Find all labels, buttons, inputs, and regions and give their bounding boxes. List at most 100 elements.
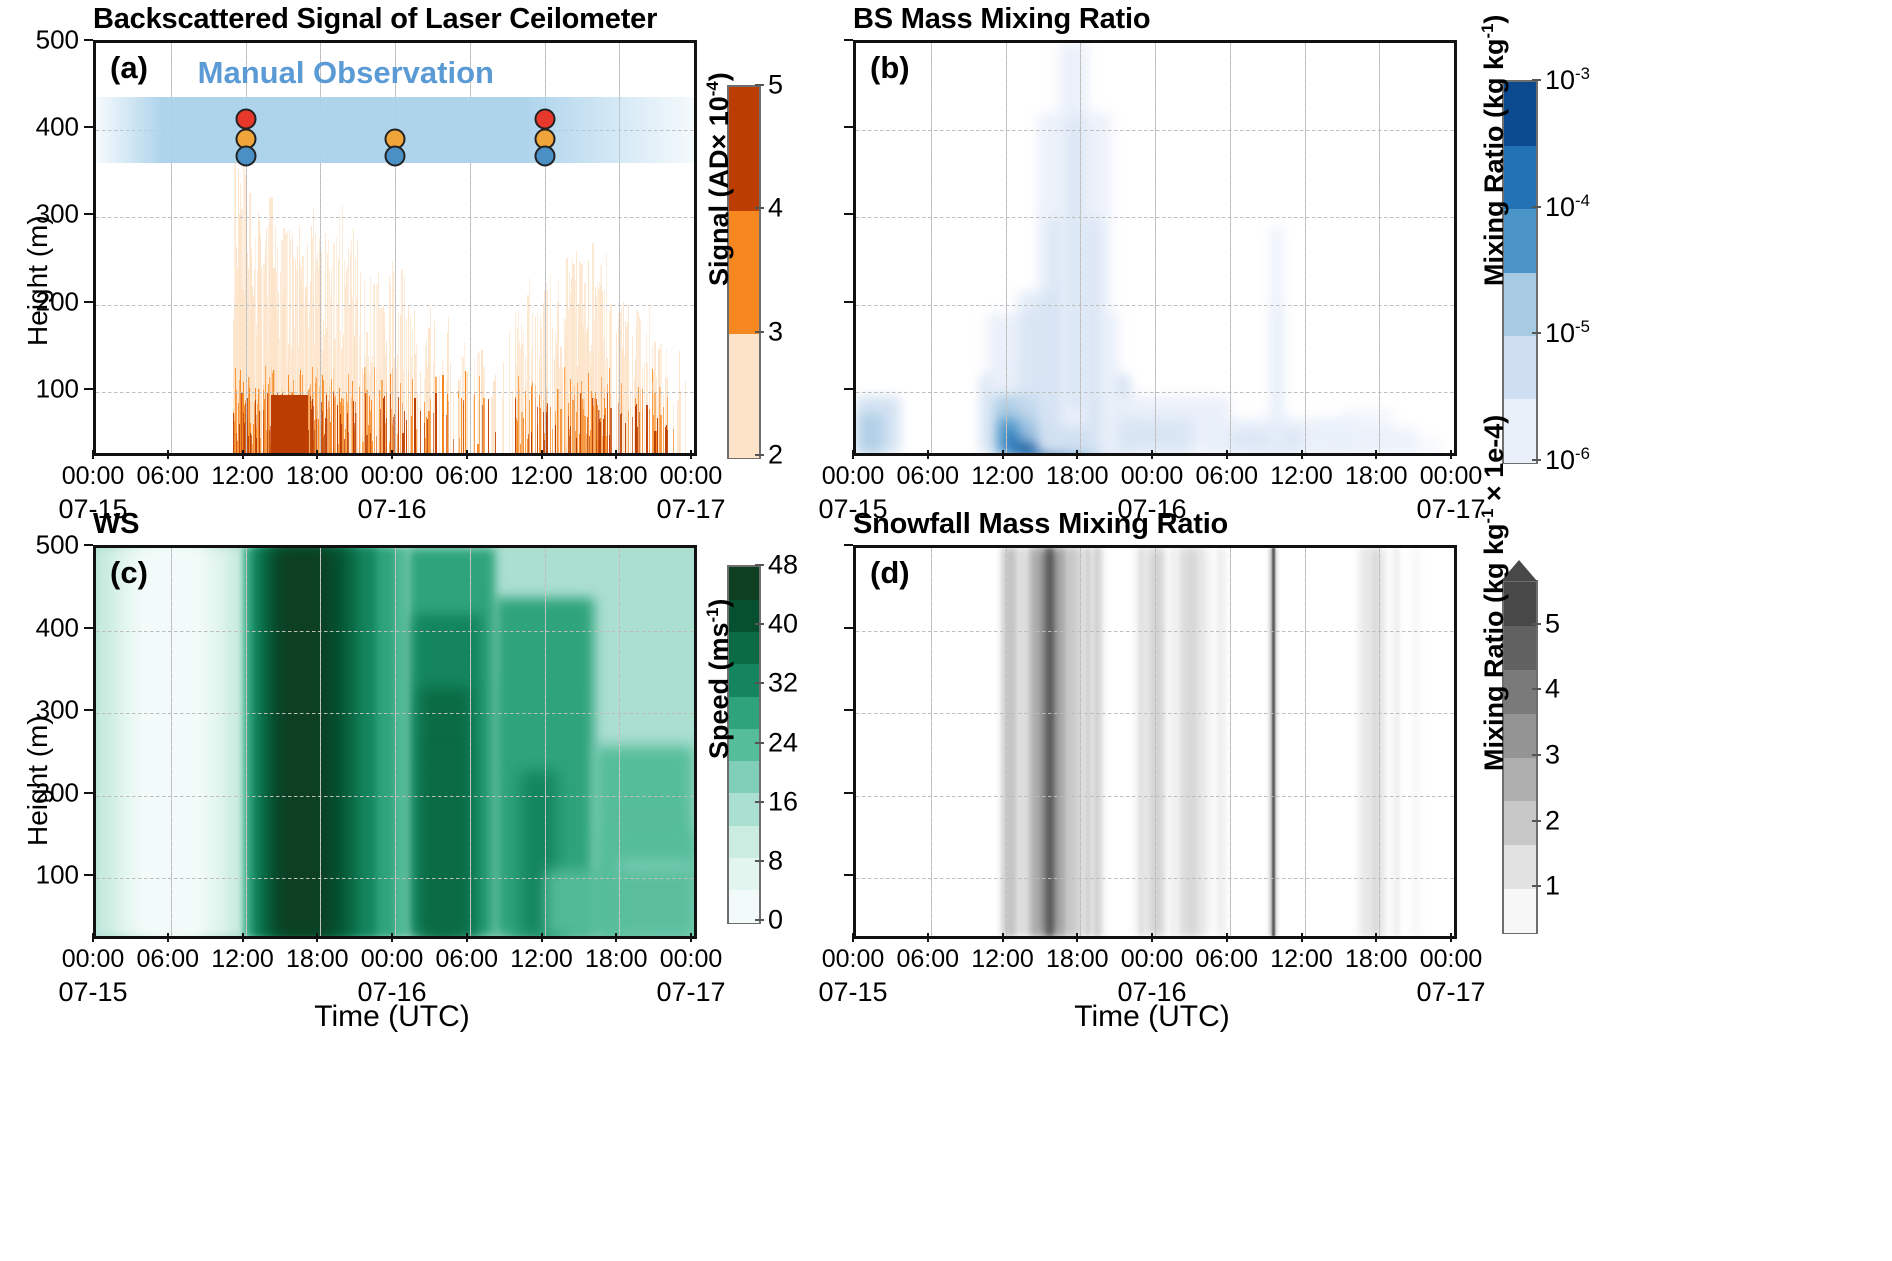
y-axis-tick xyxy=(844,39,853,41)
x-axis-time-label: 00:00 xyxy=(360,945,424,973)
snowfall-column xyxy=(1138,548,1140,936)
signal-column xyxy=(343,438,346,453)
signal-column xyxy=(659,386,661,453)
signal-column xyxy=(395,368,397,453)
signal-column xyxy=(519,348,521,453)
signal-column xyxy=(466,374,469,453)
signal-column xyxy=(322,388,324,453)
colorbar-tick-label: 1 xyxy=(1545,870,1561,901)
colorbar-tick-label: 16 xyxy=(768,786,799,817)
signal-column xyxy=(266,296,268,453)
snowfall-column xyxy=(1173,548,1176,936)
signal-column xyxy=(595,392,596,453)
signal-column xyxy=(666,348,668,453)
signal-column xyxy=(565,444,567,453)
x-axis-tick xyxy=(1001,450,1004,459)
gridline-vertical xyxy=(544,548,546,936)
x-axis-time-label: 06:00 xyxy=(1195,945,1259,973)
signal-column xyxy=(648,305,650,453)
signal-column xyxy=(381,379,383,453)
colorbar-tick-label: 10-5 xyxy=(1545,317,1590,349)
signal-column xyxy=(264,276,266,453)
signal-column xyxy=(656,431,658,453)
y-axis-tick xyxy=(84,213,93,216)
signal-column xyxy=(376,283,378,453)
colorbar-tick-label: 8 xyxy=(768,845,784,876)
gridline-vertical xyxy=(469,43,471,453)
gridline-vertical xyxy=(245,43,247,453)
signal-column xyxy=(362,374,364,453)
gridline-vertical xyxy=(619,548,621,936)
signal-column xyxy=(571,258,573,453)
gridline-vertical xyxy=(1080,43,1082,453)
signal-column xyxy=(462,355,464,453)
signal-column xyxy=(365,392,367,453)
signal-column xyxy=(274,226,277,453)
signal-column xyxy=(429,306,431,453)
x-axis-tick xyxy=(1225,933,1228,942)
signal-column xyxy=(347,247,349,453)
signal-column xyxy=(638,412,640,453)
colorbar-tick-label: 0 xyxy=(768,904,784,935)
signal-column xyxy=(268,250,270,453)
signal-column xyxy=(341,405,343,453)
signal-column xyxy=(304,292,306,453)
x-axis-tick xyxy=(1375,450,1378,459)
signal-column xyxy=(636,309,638,453)
signal-column xyxy=(372,440,374,453)
x-axis-tick xyxy=(316,450,319,459)
signal-column xyxy=(493,381,495,453)
signal-column xyxy=(244,402,246,453)
gridline-vertical xyxy=(1304,43,1306,453)
signal-column xyxy=(367,424,369,453)
signal-column xyxy=(546,403,548,453)
panel-b-plot xyxy=(853,40,1457,456)
colorbar-segment xyxy=(1504,669,1536,714)
x-axis-date-label: 07-17 xyxy=(656,977,726,1007)
y-axis-tick xyxy=(84,387,93,390)
signal-column xyxy=(621,347,623,453)
signal-column xyxy=(654,431,656,453)
panel-d-xaxis-title: Time (UTC) xyxy=(1074,1000,1230,1033)
colorbar-tick-label: 40 xyxy=(768,608,799,639)
signal-column xyxy=(609,367,610,453)
gridline-horizontal xyxy=(96,304,694,306)
signal-column xyxy=(633,378,635,453)
x-axis-tick xyxy=(852,933,854,942)
signal-column xyxy=(658,349,660,453)
signal-column xyxy=(337,444,339,453)
colorbar-tick xyxy=(755,564,764,566)
signal-column xyxy=(620,309,622,453)
signal-column xyxy=(257,212,259,453)
signal-column xyxy=(587,321,589,453)
signal-column xyxy=(324,427,326,453)
signal-column xyxy=(330,412,332,453)
signal-column xyxy=(383,424,385,453)
signal-column xyxy=(412,379,414,453)
y-axis-label: 100 xyxy=(35,859,79,890)
signal-column xyxy=(315,271,317,453)
x-axis-time-label: 00:00 xyxy=(821,945,885,973)
signal-column xyxy=(610,304,612,453)
snowfall-column xyxy=(1216,548,1221,936)
signal-column xyxy=(389,284,391,453)
signal-column xyxy=(565,347,567,453)
x-axis-tick xyxy=(92,450,94,459)
snowfall-column xyxy=(1363,548,1369,936)
colorbar-tick-label: 2 xyxy=(768,439,784,470)
signal-column xyxy=(583,306,584,453)
signal-column xyxy=(329,406,331,453)
colorbar-tick-label: 24 xyxy=(768,727,799,757)
signal-column xyxy=(577,383,579,453)
signal-column xyxy=(624,423,626,453)
signal-column xyxy=(529,399,531,453)
signal-column xyxy=(566,257,568,453)
signal-column xyxy=(315,377,317,453)
x-axis-time-label: 18:00 xyxy=(1344,462,1408,490)
colorbar-segment xyxy=(1504,713,1536,758)
signal-column xyxy=(656,377,658,453)
signal-column xyxy=(516,399,518,453)
signal-column xyxy=(317,309,319,453)
x-axis-tick xyxy=(1300,933,1303,942)
snowfall-column xyxy=(1071,548,1076,936)
